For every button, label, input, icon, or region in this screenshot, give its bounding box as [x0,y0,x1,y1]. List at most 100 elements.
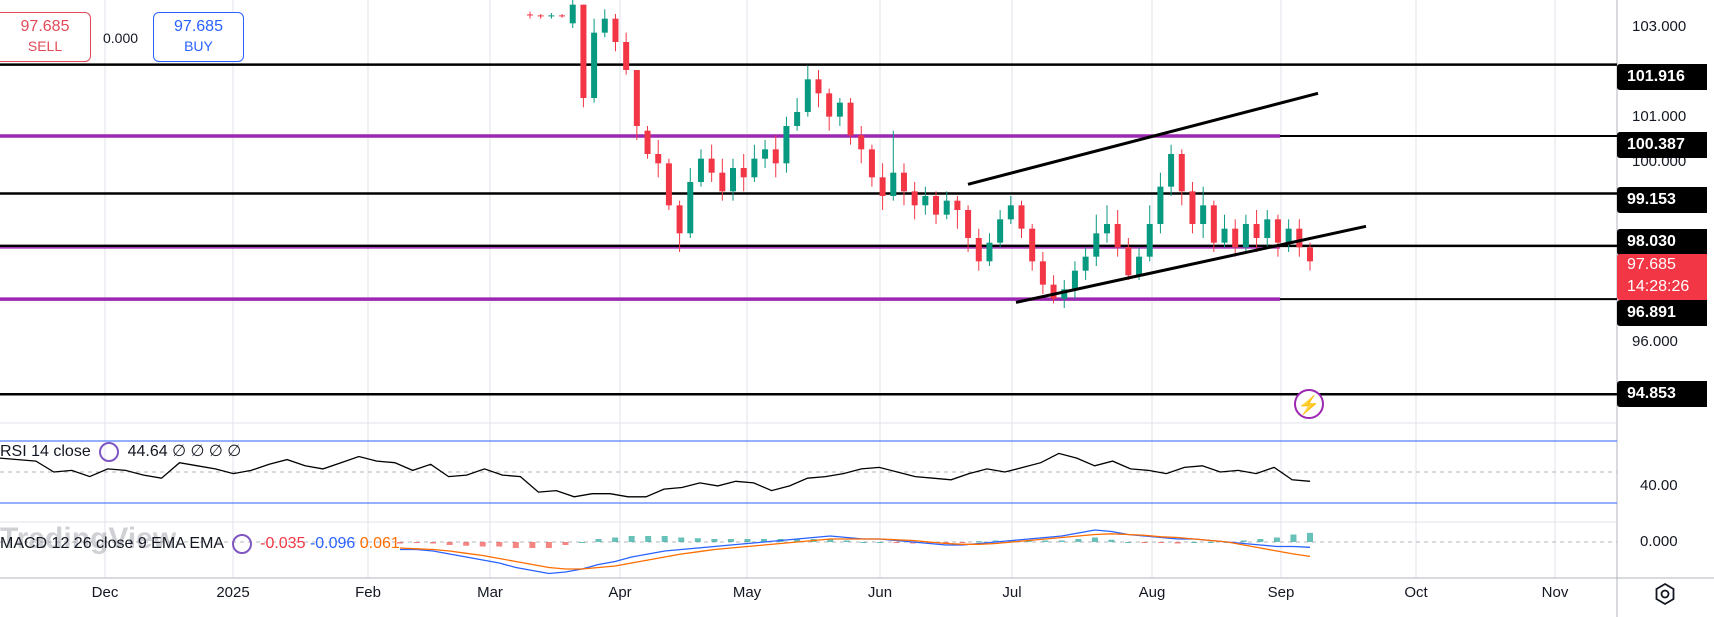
time-tick: May [732,584,762,601]
candle-body [580,4,587,99]
current-price-tag: 97.685 14:28:26 [1617,254,1707,300]
candle-body [633,70,640,126]
macd-histogram-bar [1174,542,1181,544]
candle-body [890,172,897,196]
sell-button[interactable]: 97.685 SELL [0,12,91,62]
candle-body [868,149,875,178]
current-price: 97.685 [1627,256,1676,273]
candle-body [815,79,822,94]
candle-body [1029,228,1036,262]
level-tag[interactable]: 100.387 [1617,132,1707,158]
macd-histogram-bar [992,540,999,542]
candle-body [644,130,651,154]
candle-body [1136,256,1143,276]
macd-histogram-bar [711,539,718,542]
macd-settings-icon[interactable] [231,534,252,554]
buy-price: 97.685 [174,18,223,35]
candle-body [527,14,533,16]
candle-body [730,168,737,192]
candle-body [612,18,619,42]
candle-body [1264,219,1271,238]
macd-legend: MACD 12 26 close 9 EMA EMA -0.035 -0.096… [0,534,400,554]
time-tick: Nov [1541,584,1569,601]
macd-histogram-bar [1207,542,1214,543]
candle-body [1071,270,1078,290]
candle-body [943,200,950,215]
candle-body [655,154,662,164]
macd-histogram-bar [529,542,536,548]
macd-histogram-bar [496,542,503,547]
candle-body [1210,205,1217,243]
rsi-line [0,452,1311,498]
sell-label: SELL [27,38,63,54]
level-tag[interactable]: 94.853 [1617,381,1707,407]
macd-histogram-bar [744,539,751,542]
candle-body [1146,224,1153,257]
candle-body [1242,224,1249,248]
macd-histogram-bar [843,540,850,542]
candle-body [537,15,544,17]
level-tag[interactable]: 98.030 [1617,229,1707,255]
candle-body [975,238,982,262]
macd-histogram-bar [1091,537,1098,542]
buy-button[interactable]: 97.685 BUY [153,12,244,62]
candle-body [794,112,801,126]
flash-icon[interactable]: ⚡ [1294,389,1324,419]
candle-body [665,163,672,206]
candle-body [900,172,907,192]
candle-body [1274,219,1281,243]
candle-body [1018,205,1025,229]
level-tag[interactable]: 99.153 [1617,187,1707,213]
price-tick: 96.000 [1632,333,1678,350]
candle-body [826,93,833,117]
candle-body [911,191,918,206]
level-tag[interactable]: 101.916 [1617,64,1707,90]
hist-value: 0.061 [359,535,400,553]
candle-body [676,205,683,234]
time-tick: 2025 [216,584,250,601]
macd-histogram-bar [1042,540,1049,542]
candle-body [708,158,715,173]
candle-body [1157,186,1164,224]
macd-histogram-bar [1191,542,1198,543]
macd-histogram-bar [1290,534,1297,542]
channel-upper-line [967,91,1319,186]
rsi-settings-icon[interactable] [99,441,120,462]
macd-histogram-bar [397,542,403,544]
macd-tick: 0.000 [1640,533,1678,550]
macd-histogram-bar [761,539,767,542]
time-tick: Aug [1138,584,1166,601]
macd-histogram-bar [1009,540,1016,542]
candle-body [997,219,1004,243]
macd-histogram-bar [661,536,668,542]
candle-body [591,32,598,98]
macd-histogram-bar [1307,532,1313,542]
macd-histogram-bar [595,539,602,542]
macd-histogram-bar [876,542,883,543]
macd-histogram-bar [926,542,933,544]
macd-histogram-bar [1273,537,1280,542]
macd-histogram-bar [727,539,734,542]
candle-body [548,15,555,17]
macd-histogram-bar [645,536,652,542]
candle-body [1178,154,1185,192]
candle-body [1061,289,1068,299]
candle-body [1221,228,1228,243]
candle-body [1307,247,1313,262]
rsi-tick: 40.00 [1640,477,1678,494]
candle-body [965,210,972,238]
macd-histogram-bar [1257,539,1264,542]
macd-histogram-bar [827,539,834,542]
level-tag[interactable]: 96.891 [1617,300,1707,326]
time-tick: Jun [867,584,893,601]
candle-body [836,102,843,117]
candle-body [1232,228,1239,248]
candle-body [687,182,694,234]
macd-histogram-bar [1058,540,1065,542]
candle-body [986,242,993,262]
settings-gear-icon[interactable] [1653,582,1677,606]
macd-histogram-bar [463,542,470,546]
macd-line [400,529,1311,575]
